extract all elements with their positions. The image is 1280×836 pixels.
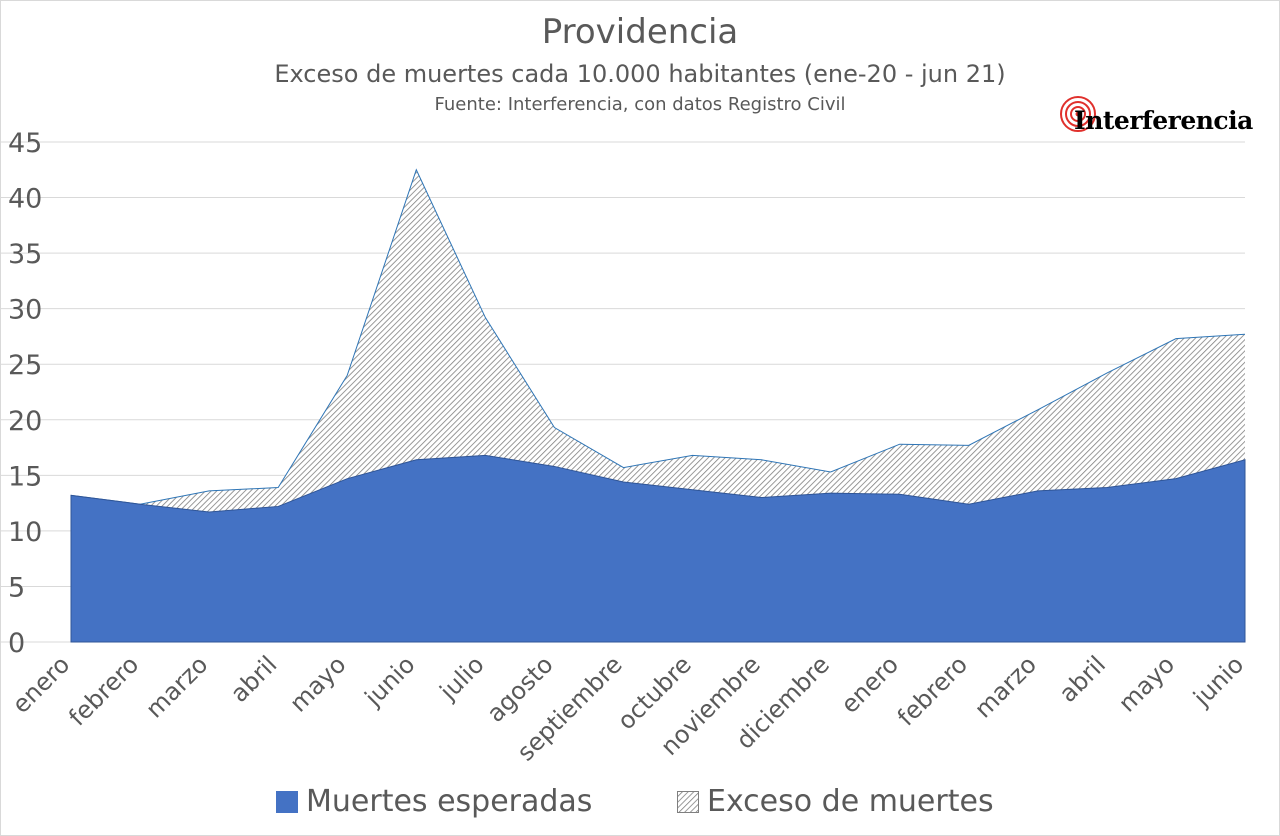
- y-tick-label: 15: [8, 461, 42, 492]
- x-tick-label: marzo: [969, 650, 1042, 723]
- y-tick-label: 25: [8, 350, 42, 381]
- x-tick-label: mayo: [284, 650, 351, 717]
- x-tick-label: abril: [1054, 650, 1111, 707]
- y-tick-label: 5: [8, 572, 25, 603]
- y-tick-label: 35: [8, 239, 42, 270]
- legend-label-expected: Muertes esperadas: [306, 784, 593, 819]
- interferencia-logo: Interferencia: [1058, 94, 1258, 140]
- x-tick-label: marzo: [140, 650, 213, 723]
- x-tick-label: febrero: [63, 650, 144, 731]
- chart-legend: Muertes esperadas Exceso de muertes: [0, 784, 1280, 824]
- target-rings-icon: [1060, 96, 1096, 132]
- y-tick-label: 20: [8, 406, 42, 437]
- legend-item-expected: Muertes esperadas: [276, 784, 592, 819]
- legend-label-excess: Exceso de muertes: [707, 784, 994, 819]
- y-tick-label: 40: [8, 184, 42, 215]
- x-tick-label: julio: [434, 650, 490, 706]
- y-tick-label: 0: [8, 628, 25, 659]
- chart-source: Fuente: Interferencia, con datos Registr…: [434, 94, 846, 115]
- x-tick-label: abril: [225, 650, 282, 707]
- series-expected-area: [70, 454, 1246, 643]
- y-tick-label: 30: [8, 295, 42, 326]
- x-tick-label: febrero: [892, 650, 973, 731]
- legend-swatch-excess: [677, 790, 699, 813]
- y-tick-label: 10: [8, 517, 42, 548]
- chart-title: Providencia: [541, 12, 739, 52]
- logo-text: Interferencia: [1074, 106, 1253, 135]
- y-tick-label: 45: [8, 128, 42, 159]
- x-tick-label: junio: [1187, 650, 1249, 712]
- x-tick-label: mayo: [1113, 650, 1180, 717]
- series-excess-line: [70, 168, 1246, 505]
- legend-swatch-expected: [276, 790, 298, 813]
- legend-item-excess: Exceso de muertes: [677, 784, 994, 819]
- x-tick-label: junio: [359, 650, 421, 712]
- chart-subtitle: Exceso de muertes cada 10.000 habitantes…: [274, 60, 1006, 88]
